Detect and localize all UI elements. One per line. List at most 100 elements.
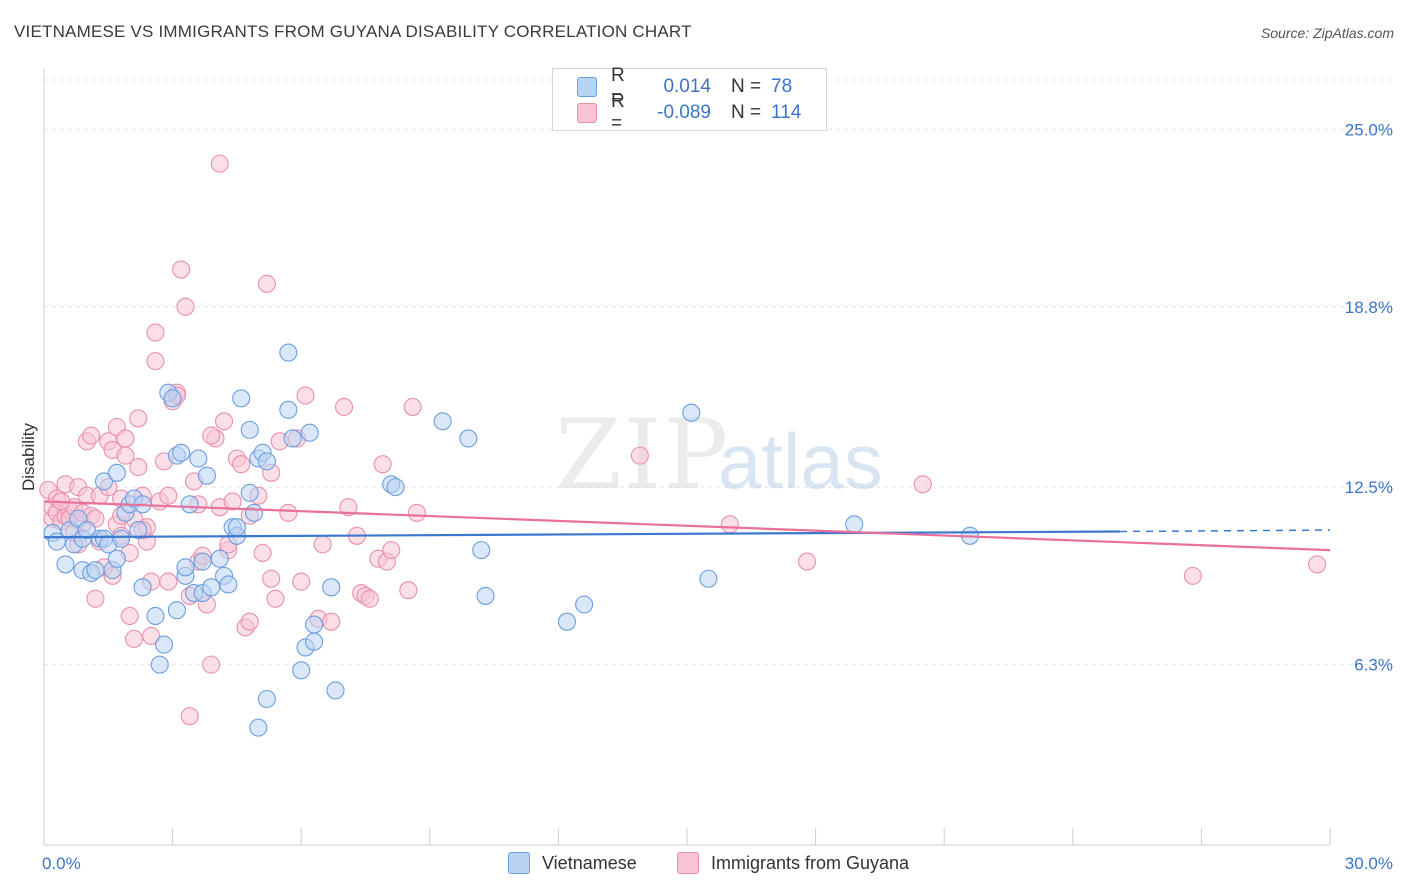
point-guyana <box>232 455 251 474</box>
point-vietnamese <box>129 521 148 540</box>
point-guyana <box>322 612 341 631</box>
legend-label-guyana: Immigrants from Guyana <box>711 852 910 873</box>
point-vietnamese <box>94 472 114 491</box>
point-guyana <box>146 352 165 371</box>
point-vietnamese <box>133 578 152 597</box>
point-vietnamese <box>845 515 864 534</box>
point-guyana <box>253 543 272 563</box>
point-guyana <box>262 569 281 588</box>
point-guyana <box>382 541 401 560</box>
point-guyana <box>279 503 298 522</box>
point-guyana <box>120 606 139 626</box>
point-guyana <box>1183 566 1202 585</box>
point-vietnamese <box>682 403 701 422</box>
point-vietnamese <box>56 555 75 574</box>
point-vietnamese <box>279 400 298 419</box>
point-vietnamese <box>107 549 126 568</box>
y-tick-label: 6.3% <box>1354 656 1393 675</box>
legend-item-vietnamese[interactable]: Vietnamese <box>508 852 637 874</box>
series-vietnamese-points <box>43 343 979 737</box>
point-guyana <box>176 297 195 316</box>
point-guyana <box>296 386 315 405</box>
point-vietnamese <box>257 689 276 709</box>
point-vietnamese <box>459 429 478 448</box>
point-guyana <box>630 446 649 465</box>
point-vietnamese <box>107 463 126 482</box>
point-guyana <box>373 455 392 474</box>
point-guyana <box>159 486 178 505</box>
point-guyana <box>202 655 221 674</box>
x-tick-labels: 0.0% 30.0% <box>42 854 1393 873</box>
y-tick-label: 25.0% <box>1345 120 1393 139</box>
series-legend: Vietnamese Immigrants from Guyana <box>0 852 1406 878</box>
point-guyana <box>172 260 191 279</box>
r-label: R = <box>611 91 625 134</box>
trend-line-vietnamese <box>43 530 1120 539</box>
point-vietnamese <box>197 466 216 485</box>
point-guyana <box>360 589 379 608</box>
point-vietnamese <box>279 343 298 362</box>
point-vietnamese <box>699 569 718 588</box>
watermark: ZIP atlas <box>555 399 883 511</box>
r-value-vietnamese: 0.014 <box>663 76 711 97</box>
point-vietnamese <box>167 601 186 620</box>
point-vietnamese <box>189 449 208 468</box>
point-vietnamese <box>219 575 238 594</box>
point-guyana <box>129 409 148 428</box>
point-guyana <box>240 612 259 631</box>
point-vietnamese <box>326 681 345 700</box>
point-vietnamese <box>249 718 268 737</box>
point-guyana <box>223 492 242 511</box>
correlation-legend: R = 0.014 N = 78 R = -0.089 N = 114 <box>552 65 827 134</box>
point-vietnamese <box>202 578 221 597</box>
point-vietnamese <box>227 518 246 537</box>
legend-row-vietnamese: R = 0.014 N = 78 <box>577 65 792 108</box>
point-vietnamese <box>575 595 594 614</box>
n-label: N = <box>731 102 762 123</box>
point-vietnamese <box>300 423 319 442</box>
point-vietnamese <box>322 578 341 597</box>
legend-swatch-vietnamese <box>508 852 530 874</box>
point-guyana <box>214 412 234 431</box>
point-vietnamese <box>283 429 302 448</box>
point-vietnamese <box>240 483 259 502</box>
trend-line-guyana <box>43 500 1331 552</box>
point-guyana <box>399 581 418 600</box>
point-guyana <box>124 629 144 648</box>
point-guyana <box>720 515 739 534</box>
point-guyana <box>180 707 199 726</box>
point-guyana <box>335 397 354 417</box>
point-vietnamese <box>180 495 199 514</box>
point-vietnamese <box>433 412 452 431</box>
r-value-guyana: -0.089 <box>657 102 711 123</box>
point-vietnamese <box>292 661 311 680</box>
y-tick-labels: 6.3% 12.5% 18.8% 25.0% <box>1345 120 1393 674</box>
point-vietnamese <box>244 503 264 522</box>
point-vietnamese <box>150 655 169 674</box>
point-guyana <box>403 397 422 417</box>
point-guyana <box>292 572 311 591</box>
legend-item-guyana[interactable]: Immigrants from Guyana <box>677 852 909 874</box>
axes <box>43 68 1331 846</box>
point-guyana <box>913 475 932 494</box>
point-guyana <box>86 589 105 608</box>
point-guyana <box>1308 555 1327 574</box>
legend-swatch-vietnamese <box>577 77 597 97</box>
point-guyana <box>159 572 178 591</box>
point-vietnamese <box>305 632 324 651</box>
point-vietnamese <box>86 561 105 580</box>
source-credit: Source: ZipAtlas.com <box>1260 25 1394 41</box>
point-vietnamese <box>193 552 212 571</box>
point-vietnamese <box>472 541 491 560</box>
point-vietnamese <box>172 443 191 462</box>
point-guyana <box>266 589 285 608</box>
x-tick-label-min: 0.0% <box>42 854 81 873</box>
legend-swatch-guyana <box>577 103 597 123</box>
point-guyana <box>407 503 426 522</box>
chart-title: VIETNAMESE VS IMMIGRANTS FROM GUYANA DIS… <box>14 22 692 41</box>
point-vietnamese <box>386 478 405 497</box>
point-guyana <box>797 552 817 571</box>
point-vietnamese <box>476 586 495 605</box>
point-vietnamese <box>557 612 577 631</box>
